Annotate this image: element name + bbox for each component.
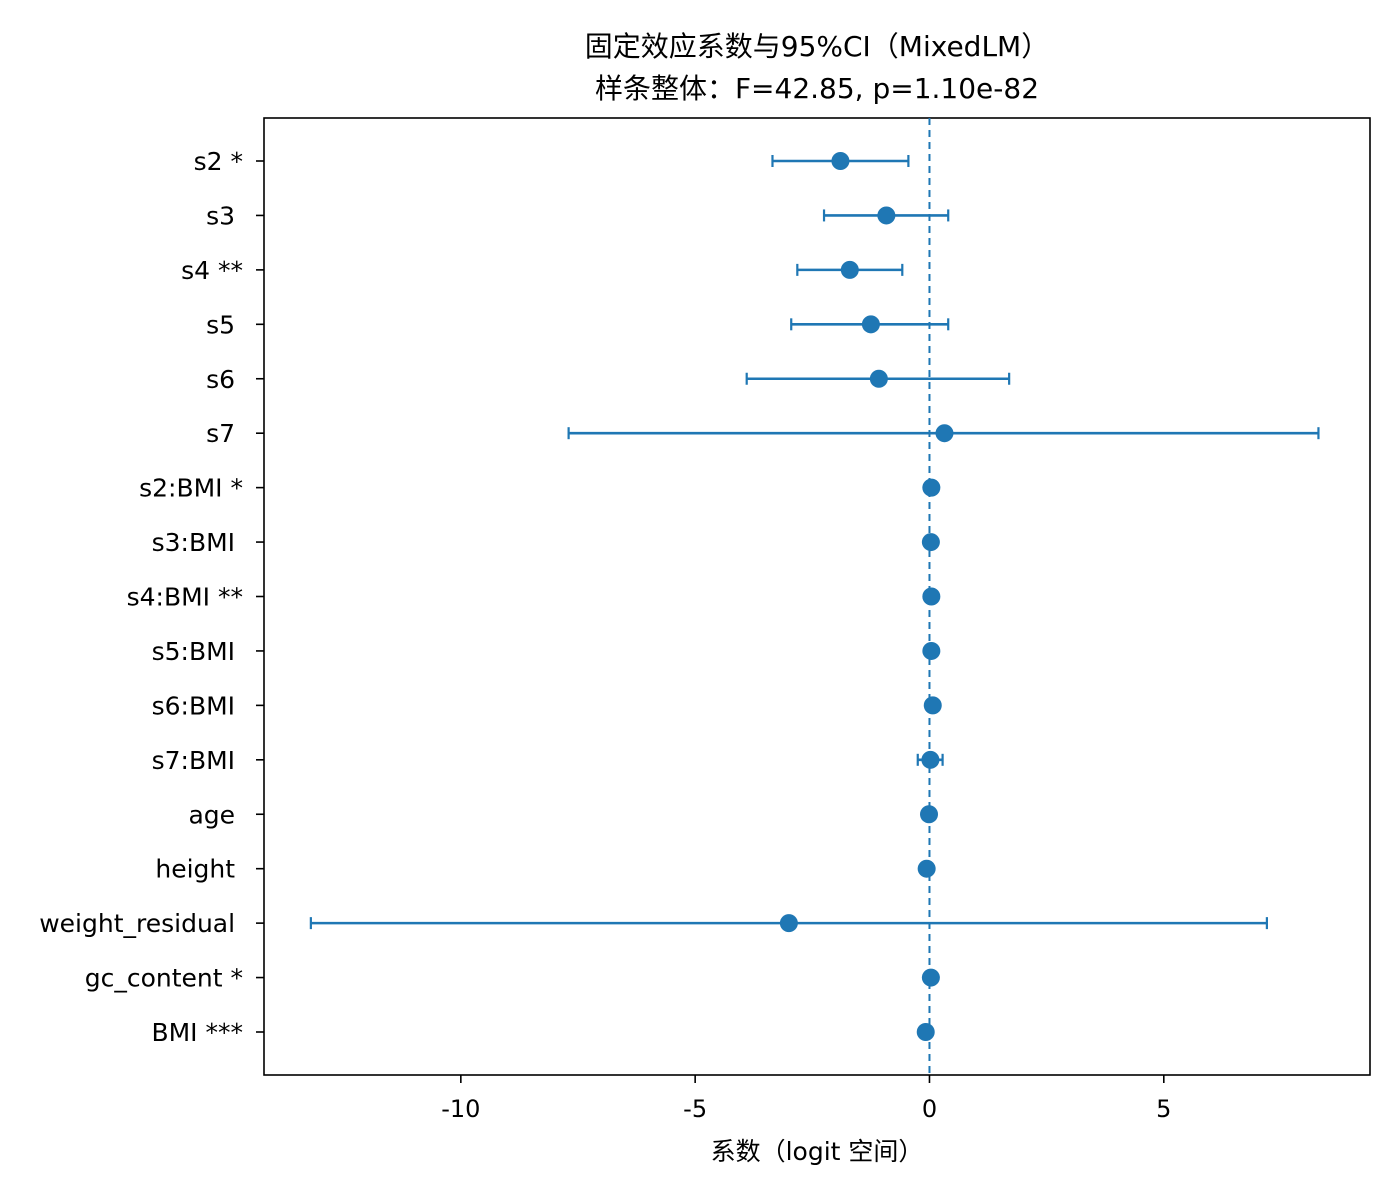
coef-point — [922, 478, 941, 497]
coef-point — [920, 805, 939, 824]
y-tick-label: s5:BMI — [152, 637, 243, 666]
x-axis-label: 系数（logit 空间） — [711, 1137, 924, 1166]
y-tick-label: s4 ** — [181, 256, 243, 285]
coef-point — [921, 533, 940, 552]
coef-point — [861, 315, 880, 334]
chart-title: 固定效应系数与95%CI（MixedLM） — [584, 30, 1050, 63]
coef-point — [935, 424, 954, 443]
y-tick-label: age — [188, 800, 243, 829]
y-tick-label: s5 — [206, 310, 243, 339]
y-tick-label: s6 — [206, 365, 243, 394]
y-tick-label: s4:BMI ** — [127, 583, 243, 612]
y-tick-label: weight_residual — [39, 909, 243, 938]
plot-frame — [263, 117, 1371, 1076]
coef-point — [921, 750, 940, 769]
y-tick-label: gc_content * — [85, 964, 243, 993]
coef-point — [916, 1023, 935, 1041]
y-tick-label: s2 * — [194, 147, 243, 176]
coef-point — [869, 369, 888, 388]
y-tick-label: s3 — [206, 201, 243, 230]
chart-subtitle: 样条整体：F=42.85, p=1.10e-82 — [594, 72, 1040, 105]
x-tick-label: 5 — [1156, 1095, 1171, 1123]
x-tick-label: -10 — [441, 1095, 480, 1123]
coef-point — [922, 587, 941, 606]
y-tick-label: s2:BMI * — [139, 474, 243, 503]
coef-point — [921, 968, 940, 987]
y-tick-label: s6:BMI — [152, 691, 243, 720]
y-tick-label: s7 — [206, 419, 243, 448]
y-tick-label: s3:BMI — [152, 528, 243, 557]
x-tick-label: 0 — [922, 1095, 937, 1123]
y-tick-label: s7:BMI — [152, 746, 243, 775]
y-tick-label: BMI *** — [151, 1018, 243, 1047]
coef-point — [917, 859, 936, 878]
x-tick-label: -5 — [683, 1095, 707, 1123]
coef-point — [840, 260, 859, 279]
coef-point — [877, 206, 896, 225]
coef-point — [779, 914, 798, 933]
coef-point — [922, 641, 941, 660]
y-tick-label: height — [155, 855, 243, 884]
coef-point — [923, 696, 942, 715]
coef-point — [831, 152, 850, 170]
